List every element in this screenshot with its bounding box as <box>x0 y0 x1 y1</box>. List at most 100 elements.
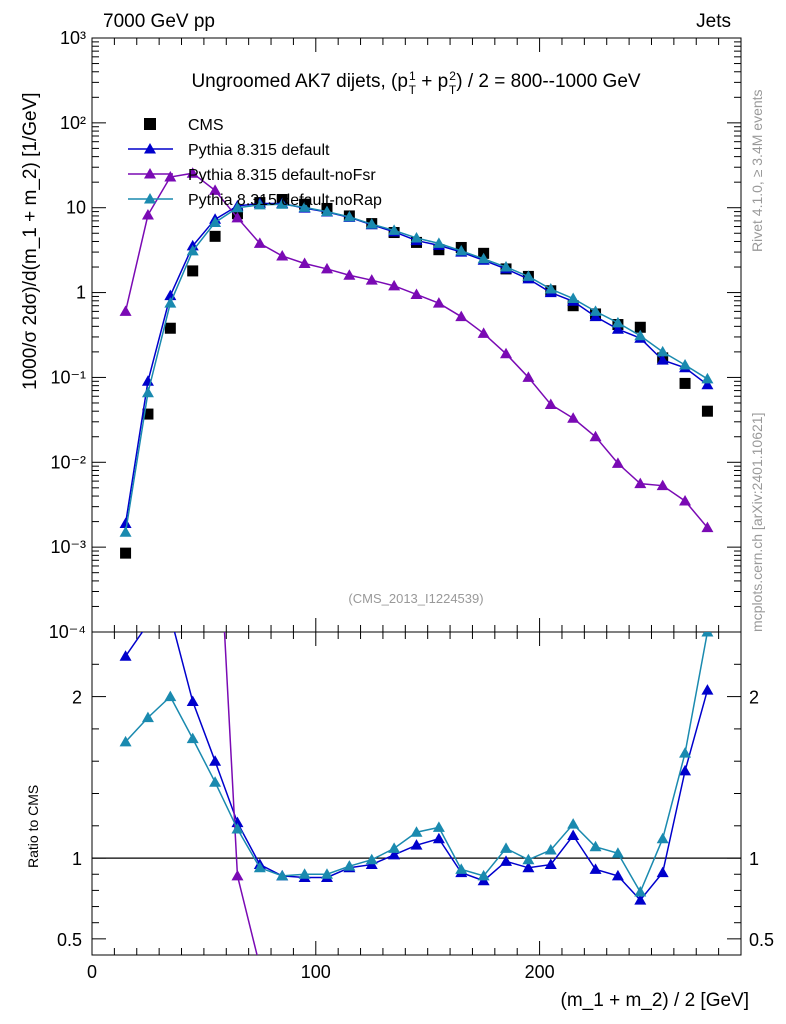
data-point-noRap <box>656 345 669 357</box>
data-point-noRap <box>611 316 624 328</box>
y-tick-label: 10² <box>60 113 86 133</box>
ratio-point-noRap <box>679 747 692 758</box>
ratio-point-default <box>432 832 445 844</box>
title-suffix: ) / 2 = 800--1000 GeV <box>456 71 641 92</box>
ratio-point-default <box>679 764 692 776</box>
data-point-noFsr <box>500 347 513 359</box>
ratio-point-noRap <box>298 868 311 879</box>
data-point-noFsr <box>455 310 468 322</box>
ratio-y-tick-label: 0.5 <box>57 930 82 950</box>
ratio-point-noRap <box>141 711 154 723</box>
ratio-point-noRap <box>186 732 199 744</box>
x-axis-label: (m_1 + m_2) / 2 [GeV] <box>561 990 750 1011</box>
ratio-point-noRap <box>432 821 445 832</box>
ratio-point-noRap <box>477 869 490 881</box>
y-tick-label: 10 <box>66 198 86 218</box>
data-point-noFsr <box>567 412 580 423</box>
data-point-noRap <box>410 231 423 243</box>
data-point-cms <box>142 408 154 420</box>
data-point-cms <box>187 265 199 277</box>
data-point-noFsr <box>343 269 356 280</box>
data-point-noRap <box>477 252 490 264</box>
ratio-point-default <box>567 829 580 840</box>
data-point-noFsr <box>141 209 154 220</box>
ratio-ticks-layer: 0 100 200 0.5 1 2 0.5 1 2 <box>57 632 774 982</box>
data-point-noFsr <box>589 430 602 442</box>
series-line-noRap <box>124 203 708 533</box>
ratio-point-default <box>589 863 602 874</box>
data-point-noRap <box>589 305 602 316</box>
ratio-y-tick-label-right: 1 <box>749 849 759 869</box>
data-point-noFsr <box>119 305 132 316</box>
y-tick-label: 10⁻³ <box>50 537 86 557</box>
data-point-noRap <box>119 526 132 537</box>
title-sub2: T <box>449 83 457 97</box>
ratio-series-default <box>119 618 714 905</box>
legend-label-cms: CMS <box>188 117 224 134</box>
ratio-point-noRap <box>634 886 647 897</box>
data-point-cms <box>164 322 176 334</box>
data-point-noRap <box>522 270 535 281</box>
data-point-default <box>589 310 602 322</box>
data-point-noFsr <box>186 167 199 178</box>
analysis-watermark: (CMS_2013_I1224539) <box>348 591 483 606</box>
data-point-noFsr <box>410 288 423 299</box>
ratio-point-noRap <box>231 823 244 834</box>
x-tick-label: 200 <box>525 962 555 982</box>
ratio-series-noFsr <box>223 632 258 955</box>
data-point-noRap <box>455 244 468 256</box>
legend-label-noRap: Pythia 8.315 default-noRap <box>188 192 382 209</box>
legend-label-default: Pythia 8.315 default <box>188 142 330 159</box>
data-point-noRap <box>432 237 445 248</box>
y-axis-label: 1000/σ 2dσ)/d(m_1 + m_2) [1/GeV] <box>20 92 41 390</box>
ratio-point-default <box>209 755 222 766</box>
ratio-point-noRap <box>388 842 401 853</box>
data-point-noFsr <box>679 494 692 506</box>
data-point-noFsr <box>522 371 535 382</box>
data-point-noFsr <box>253 237 266 248</box>
ratio-series-noRap <box>119 632 714 897</box>
y-tick-label: 10³ <box>60 28 86 48</box>
ratio-point-default <box>656 866 669 878</box>
data-point-noFsr <box>634 477 647 489</box>
data-point-noRap <box>634 329 647 341</box>
ratio-point-noRap <box>522 853 535 865</box>
series-cms <box>120 193 713 559</box>
ratio-point-noRap <box>365 853 378 865</box>
series-line-default <box>124 202 708 524</box>
ratio-point-noFsr <box>231 869 244 881</box>
data-point-noRap <box>164 297 177 308</box>
x-tick-label: 100 <box>301 962 331 982</box>
header-left: 7000 GeV pp <box>103 11 215 32</box>
ratio-point-noRap <box>589 840 602 852</box>
data-point-noFsr <box>432 297 445 308</box>
ratio-point-noRap <box>320 868 333 879</box>
x-tick-label: 0 <box>87 962 97 982</box>
data-point-noFsr <box>656 479 669 491</box>
data-point-default <box>119 517 132 528</box>
ratio-axis-label: Ratio to CMS <box>25 785 41 868</box>
ratio-y-tick-label: 1 <box>72 849 82 869</box>
data-point-noRap <box>388 224 401 235</box>
data-point-noRap <box>567 292 580 304</box>
ratio-point-noRap <box>544 844 557 855</box>
ratio-y-tick-label-right: 2 <box>749 688 759 708</box>
legend-marker-noFsr <box>144 168 156 179</box>
data-point-noRap <box>500 261 513 272</box>
ratio-point-default <box>410 839 423 850</box>
data-point-noRap <box>141 386 154 398</box>
chart-title: Ungroomed AK7 dijets, (p1 T + p2 T) / 2 = … <box>191 69 640 97</box>
data-point-noFsr <box>388 279 401 291</box>
title-sub1: T <box>409 83 417 97</box>
data-point-cms <box>634 321 646 333</box>
ratio-point-default <box>142 618 154 629</box>
y-tick-label: 10⁻² <box>50 452 86 472</box>
y-tick-label: 10⁻⁴ <box>49 622 86 642</box>
data-point-noFsr <box>209 184 222 195</box>
data-point-noRap <box>276 198 289 209</box>
data-point-cms <box>120 547 132 559</box>
data-point-noRap <box>186 244 199 256</box>
data-point-noFsr <box>701 521 714 533</box>
ratio-series-layer <box>119 618 714 955</box>
